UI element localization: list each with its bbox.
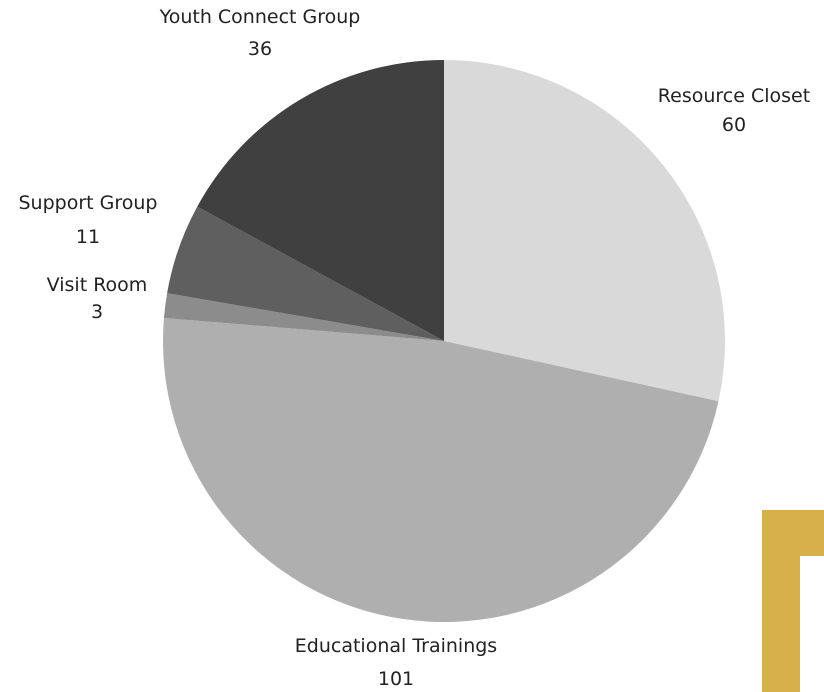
pie-slice-visit-room [163, 293, 444, 341]
slice-value-label: 11 [76, 226, 100, 248]
pie-labels: Resource Closet 60 Educational Trainings 10… [19, 6, 811, 690]
slice-value-label: 36 [248, 38, 272, 60]
slice-label: Educational Trainings [295, 635, 497, 657]
pie-slice-support-group [167, 206, 445, 341]
slice-label: Visit Room [47, 274, 148, 296]
slice-value-label: 60 [722, 114, 746, 136]
pie-slice-educational-trainings [162, 318, 719, 623]
slice-label: Resource Closet [658, 85, 810, 107]
pie-slice-resource-closet [444, 59, 726, 402]
pie-slice-youth-connect-group [197, 60, 444, 341]
slice-value-label: 101 [378, 668, 414, 690]
slice-label: Support Group [19, 192, 158, 214]
accent-bracket-shape [762, 510, 824, 692]
slice-value-label: 3 [91, 301, 103, 323]
slice-label: Youth Connect Group [159, 6, 361, 28]
pie-slices [162, 59, 726, 623]
